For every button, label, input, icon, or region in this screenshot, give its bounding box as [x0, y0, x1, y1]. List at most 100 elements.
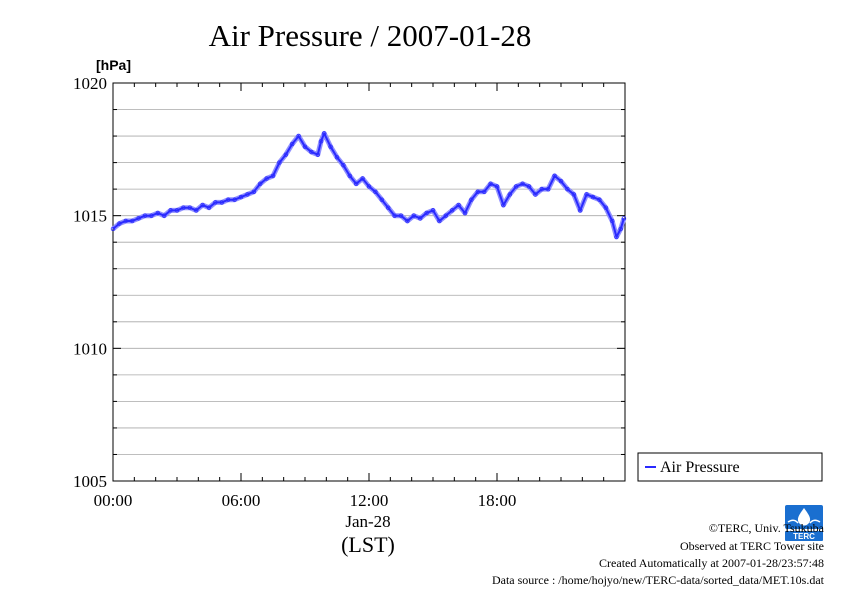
data-point: [341, 163, 346, 168]
data-point: [258, 181, 263, 187]
y-tick-label: 1020: [73, 74, 107, 93]
data-point: [424, 210, 429, 216]
y-tick-label: 1010: [73, 339, 107, 358]
chart-title: Air Pressure / 2007-01-28: [209, 18, 532, 53]
series-layer: [110, 130, 627, 240]
x-axis-date-label: Jan-28: [345, 512, 390, 531]
data-point: [110, 226, 116, 232]
data-point: [219, 200, 224, 205]
data-point: [347, 173, 352, 179]
data-point: [552, 173, 557, 179]
data-point: [206, 205, 212, 210]
data-point: [302, 144, 308, 149]
data-point: [193, 208, 199, 213]
y-axis-unit: [hPa]: [96, 57, 131, 73]
data-point: [418, 216, 423, 221]
x-tick-label: 06:00: [222, 491, 261, 510]
footer-created: Created Automatically at 2007-01-28/23:5…: [599, 556, 824, 570]
data-point: [117, 221, 122, 226]
data-point: [270, 173, 276, 179]
data-point: [354, 181, 359, 187]
data-point: [328, 144, 333, 149]
data-point: [142, 213, 148, 218]
data-point: [213, 200, 218, 205]
grid-lines: [113, 109, 625, 455]
data-point: [546, 186, 551, 192]
x-tick-label: 00:00: [94, 491, 133, 510]
data-point: [437, 218, 442, 224]
legend-label-air-pressure: Air Pressure: [660, 459, 740, 476]
data-point: [309, 149, 314, 155]
data-point: [315, 152, 320, 157]
terc-logo: TERC: [784, 504, 824, 542]
legend-box: [637, 452, 823, 482]
y-tick-label: 1005: [73, 472, 107, 491]
data-point: [334, 155, 340, 160]
data-point: [296, 133, 301, 139]
data-point: [558, 178, 564, 184]
data-point: [251, 189, 256, 194]
data-point: [283, 152, 288, 157]
footer-source: Data source : /home/hojyo/new/TERC-data/…: [491, 573, 824, 587]
data-point: [494, 184, 500, 189]
plot-area-frame: [112, 82, 626, 482]
data-point: [398, 213, 404, 218]
data-point: [610, 218, 615, 224]
data-point: [245, 192, 250, 197]
data-point: [430, 208, 436, 213]
data-point: [597, 197, 602, 202]
data-point: [603, 205, 608, 210]
data-point: [386, 205, 391, 210]
svg-text:TERC: TERC: [793, 532, 815, 541]
data-point: [318, 139, 324, 144]
data-point: [277, 160, 282, 165]
data-point: [590, 194, 596, 200]
data-point: [507, 192, 512, 197]
data-point: [155, 210, 160, 216]
x-tick-label: 18:00: [478, 491, 517, 510]
data-point: [456, 202, 461, 208]
data-point: [264, 176, 269, 181]
data-point: [405, 218, 410, 224]
data-point: [392, 213, 397, 218]
x-axis-ticks: 00:00 06:00 12:00 18:00: [94, 83, 626, 510]
data-point: [174, 208, 180, 213]
y-tick-label: 1015: [73, 207, 107, 226]
data-point: [181, 205, 186, 210]
data-point: [482, 189, 487, 194]
data-point: [450, 208, 455, 213]
data-point: [168, 208, 173, 213]
y-axis-ticks: 1005 1010 1015 1020: [73, 74, 625, 491]
data-point: [614, 234, 619, 240]
footer-observed: Observed at TERC Tower site: [679, 539, 824, 553]
data-point: [469, 197, 474, 202]
data-point: [488, 181, 493, 187]
data-point: [618, 226, 623, 232]
data-point: [366, 184, 372, 189]
data-point: [520, 181, 525, 187]
data-point: [578, 208, 583, 213]
data-point: [123, 218, 128, 224]
legend: Air Pressure: [637, 452, 823, 482]
data-point: [322, 131, 327, 136]
data-point: [238, 194, 244, 200]
data-point: [539, 186, 544, 192]
data-point: [129, 218, 135, 224]
data-point: [225, 197, 231, 202]
data-point: [443, 213, 448, 218]
x-axis-label: (LST): [341, 532, 395, 557]
data-point: [136, 216, 141, 221]
data-point: [149, 213, 154, 218]
data-point: [161, 213, 167, 218]
footer-copyright: ©TERC, Univ. Tsukuba: [708, 521, 824, 535]
data-point: [379, 197, 384, 202]
data-point: [187, 205, 192, 210]
data-point: [411, 213, 416, 218]
data-point: [360, 176, 365, 181]
data-point: [501, 202, 506, 208]
data-point: [621, 216, 627, 221]
data-point: [232, 197, 237, 202]
data-point: [290, 141, 295, 147]
data-point: [565, 186, 570, 192]
